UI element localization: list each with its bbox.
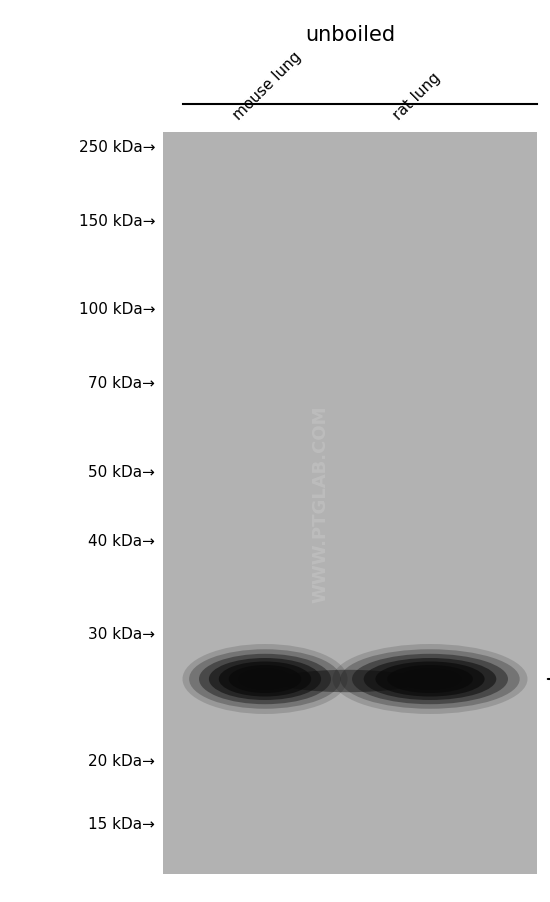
Ellipse shape (333, 644, 527, 714)
Ellipse shape (340, 649, 520, 709)
Text: 20 kDa→: 20 kDa→ (88, 754, 155, 769)
Ellipse shape (352, 654, 508, 704)
Text: 40 kDa→: 40 kDa→ (88, 534, 155, 549)
Text: mouse lung: mouse lung (230, 49, 304, 123)
Text: 150 kDa→: 150 kDa→ (79, 215, 155, 229)
Ellipse shape (219, 662, 311, 696)
Text: WWW.PTGLAB.COM: WWW.PTGLAB.COM (311, 405, 329, 602)
Text: rat lung: rat lung (390, 69, 443, 123)
Ellipse shape (183, 644, 348, 714)
Ellipse shape (209, 658, 321, 700)
Text: 250 kDa→: 250 kDa→ (79, 141, 155, 155)
Text: 15 kDa→: 15 kDa→ (88, 816, 155, 832)
Ellipse shape (387, 666, 473, 694)
Ellipse shape (275, 670, 420, 693)
Text: unboiled: unboiled (305, 25, 395, 45)
Ellipse shape (189, 649, 341, 709)
Ellipse shape (239, 668, 292, 690)
Text: 70 kDa→: 70 kDa→ (88, 376, 155, 391)
Ellipse shape (376, 662, 485, 696)
Ellipse shape (399, 668, 461, 690)
Ellipse shape (229, 666, 301, 694)
Text: 30 kDa→: 30 kDa→ (88, 627, 155, 642)
Ellipse shape (364, 658, 496, 700)
Text: 100 kDa→: 100 kDa→ (79, 302, 155, 318)
Bar (163, 133, 537, 874)
Ellipse shape (199, 654, 331, 704)
Text: 50 kDa→: 50 kDa→ (88, 465, 155, 480)
